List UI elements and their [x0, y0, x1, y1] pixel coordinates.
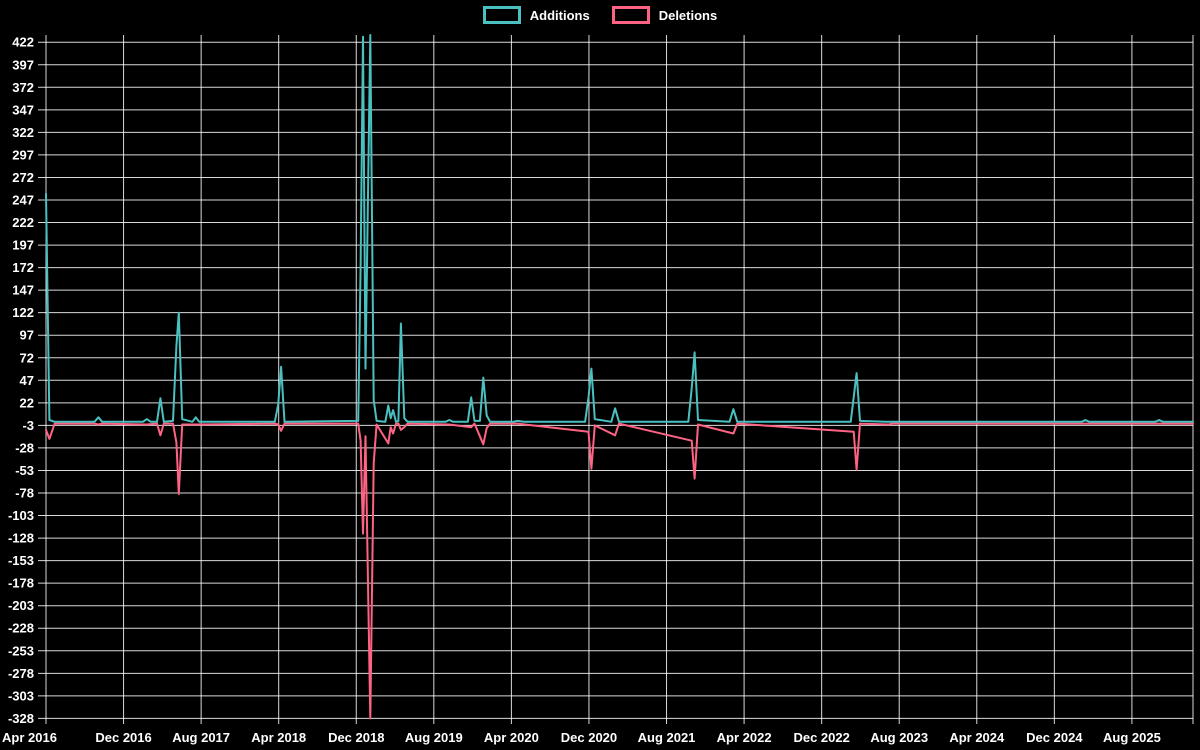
- legend-label-additions: Additions: [529, 7, 590, 23]
- x-tick-label: Apr 2016: [2, 730, 57, 745]
- x-tick-label: Apr 2020: [484, 730, 539, 745]
- y-tick-label: -203: [8, 598, 34, 613]
- y-tick-label: -153: [8, 553, 34, 568]
- y-tick-label: 97: [20, 328, 34, 343]
- legend-label-deletions: Deletions: [658, 7, 718, 23]
- y-tick-label: 322: [12, 125, 34, 140]
- y-tick-label: -103: [8, 508, 34, 523]
- y-tick-label: -53: [15, 463, 34, 478]
- deletions-swatch-icon: [611, 6, 650, 24]
- y-tick-label: 372: [12, 80, 34, 95]
- x-tick-label: Dec 2016: [95, 730, 151, 745]
- y-tick-label: -178: [8, 576, 34, 591]
- y-tick-label: 22: [20, 395, 34, 410]
- y-tick-label: 272: [12, 170, 34, 185]
- x-tick-label: Dec 2018: [328, 730, 384, 745]
- y-tick-label: 197: [12, 238, 34, 253]
- y-tick-label: 172: [12, 260, 34, 275]
- y-tick-label: 347: [12, 102, 34, 117]
- legend-item-additions[interactable]: Additions: [482, 6, 590, 24]
- y-tick-label: 72: [20, 350, 34, 365]
- x-tick-label: Apr 2024: [949, 730, 1005, 745]
- y-tick-label: 222: [12, 215, 34, 230]
- x-tick-label: Aug 2021: [638, 730, 696, 745]
- additions-swatch-icon: [482, 6, 521, 24]
- x-tick-label: Aug 2017: [172, 730, 230, 745]
- y-tick-label: -253: [8, 643, 34, 658]
- y-tick-label: -278: [8, 666, 34, 681]
- y-tick-label: 47: [20, 373, 34, 388]
- y-tick-label: 422: [12, 35, 34, 50]
- x-tick-label: Dec 2020: [561, 730, 617, 745]
- x-tick-label: Dec 2024: [1026, 730, 1083, 745]
- y-tick-label: 397: [12, 57, 34, 72]
- y-tick-label: -228: [8, 621, 34, 636]
- x-tick-label: Apr 2018: [251, 730, 306, 745]
- x-tick-label: Apr 2022: [717, 730, 772, 745]
- legend-item-deletions[interactable]: Deletions: [611, 6, 718, 24]
- x-tick-label: Aug 2025: [1103, 730, 1161, 745]
- y-tick-label: 147: [12, 283, 34, 298]
- y-tick-label: 247: [12, 192, 34, 207]
- y-tick-label: 297: [12, 147, 34, 162]
- deletions-line: [45, 422, 1194, 720]
- y-tick-label: -3: [22, 418, 34, 433]
- x-tick-label: Aug 2019: [405, 730, 463, 745]
- additions-line: [45, 34, 1194, 423]
- y-tick-label: -303: [8, 688, 34, 703]
- y-tick-label: -328: [8, 711, 34, 726]
- chart-legend: Additions Deletions: [0, 6, 1200, 24]
- x-tick-label: Dec 2022: [793, 730, 849, 745]
- y-tick-label: -78: [15, 486, 34, 501]
- y-tick-label: 122: [12, 305, 34, 320]
- y-tick-label: -128: [8, 531, 34, 546]
- y-tick-label: -28: [15, 440, 34, 455]
- x-tick-label: Aug 2023: [870, 730, 928, 745]
